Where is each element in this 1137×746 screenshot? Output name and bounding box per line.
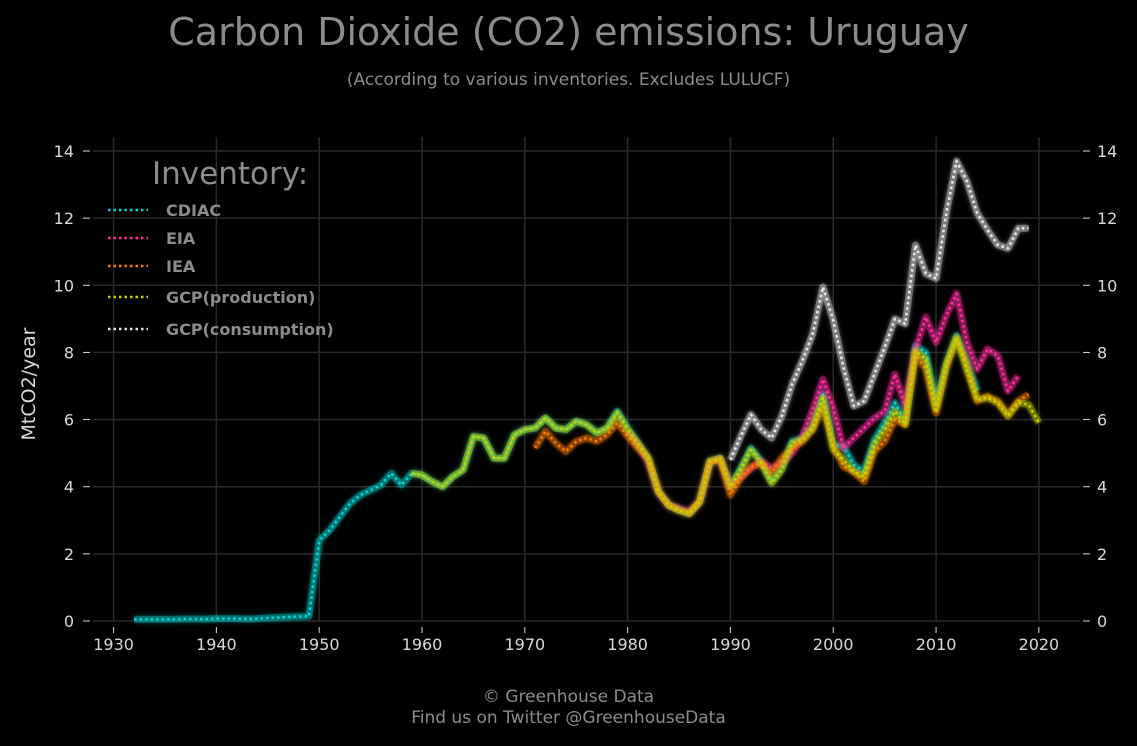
legend-title: Inventory: [152, 156, 308, 192]
series-glow-cdiac [134, 332, 981, 623]
y-tick-label-left: 14 [54, 142, 74, 161]
x-tick-label: 2000 [813, 635, 854, 654]
axes: 1930 1940 1950 1960 1970 1980 1990 2000 2010 2020… [18, 142, 1117, 654]
twitter-text: Find us on Twitter @GreenhouseData [411, 708, 726, 728]
y-tick-label-right: 6 [1097, 411, 1107, 430]
y-tick-label-right: 14 [1097, 142, 1117, 161]
legend-label-eia: EIA [166, 229, 196, 248]
y-tick-label-left: 6 [64, 411, 74, 430]
y-tick-label-right: 10 [1097, 276, 1117, 295]
y-tick-label-right: 2 [1097, 545, 1107, 564]
legend-label-gcp-consumption: GCP(consumption) [166, 320, 334, 339]
legend: Inventory: CDIAC EIA IEA GCP(production) GCP(… [108, 156, 334, 339]
y-axis-label: MtCO2/year [18, 327, 40, 440]
x-tick-label: 1980 [607, 635, 648, 654]
chart-subtitle: (According to various inventories. Exclu… [346, 70, 791, 90]
x-tick-label: 2020 [1019, 635, 1060, 654]
legend-label-gcp-production: GCP(production) [166, 288, 315, 307]
series-line-cdiac [134, 334, 979, 621]
y-tick-label-right: 12 [1097, 209, 1117, 228]
chart-title: Carbon Dioxide (CO2) emissions: Uruguay [168, 10, 969, 54]
y-tick-label-left: 10 [54, 276, 74, 295]
x-tick-label: 1950 [299, 635, 340, 654]
x-tick-label: 1960 [402, 635, 443, 654]
x-tick-label: 1970 [504, 635, 545, 654]
y-tick-label-right: 0 [1097, 612, 1107, 631]
y-tick-label-left: 12 [54, 209, 74, 228]
y-tick-label-right: 8 [1097, 343, 1107, 362]
x-tick-label: 1990 [710, 635, 751, 654]
copyright-text: © Greenhouse Data [482, 687, 655, 707]
footer: © Greenhouse Data Find us on Twitter @Gr… [0, 687, 1137, 729]
grid-lines [93, 137, 1080, 622]
x-tick-label: 1940 [196, 635, 237, 654]
series-lines [134, 157, 1042, 623]
x-tick-label: 2010 [916, 635, 957, 654]
y-tick-label-left: 0 [64, 612, 74, 631]
series-line-gcp-production [411, 335, 1041, 515]
series-line-gcp-consumption [729, 159, 1029, 461]
y-tick-label-right: 4 [1097, 478, 1107, 497]
legend-label-iea: IEA [166, 257, 196, 276]
y-tick-label-left: 4 [64, 478, 74, 497]
y-tick-label-left: 2 [64, 545, 74, 564]
y-tick-label-left: 8 [64, 343, 74, 362]
legend-label-cdiac: CDIAC [166, 201, 221, 220]
x-tick-label: 1930 [93, 635, 134, 654]
